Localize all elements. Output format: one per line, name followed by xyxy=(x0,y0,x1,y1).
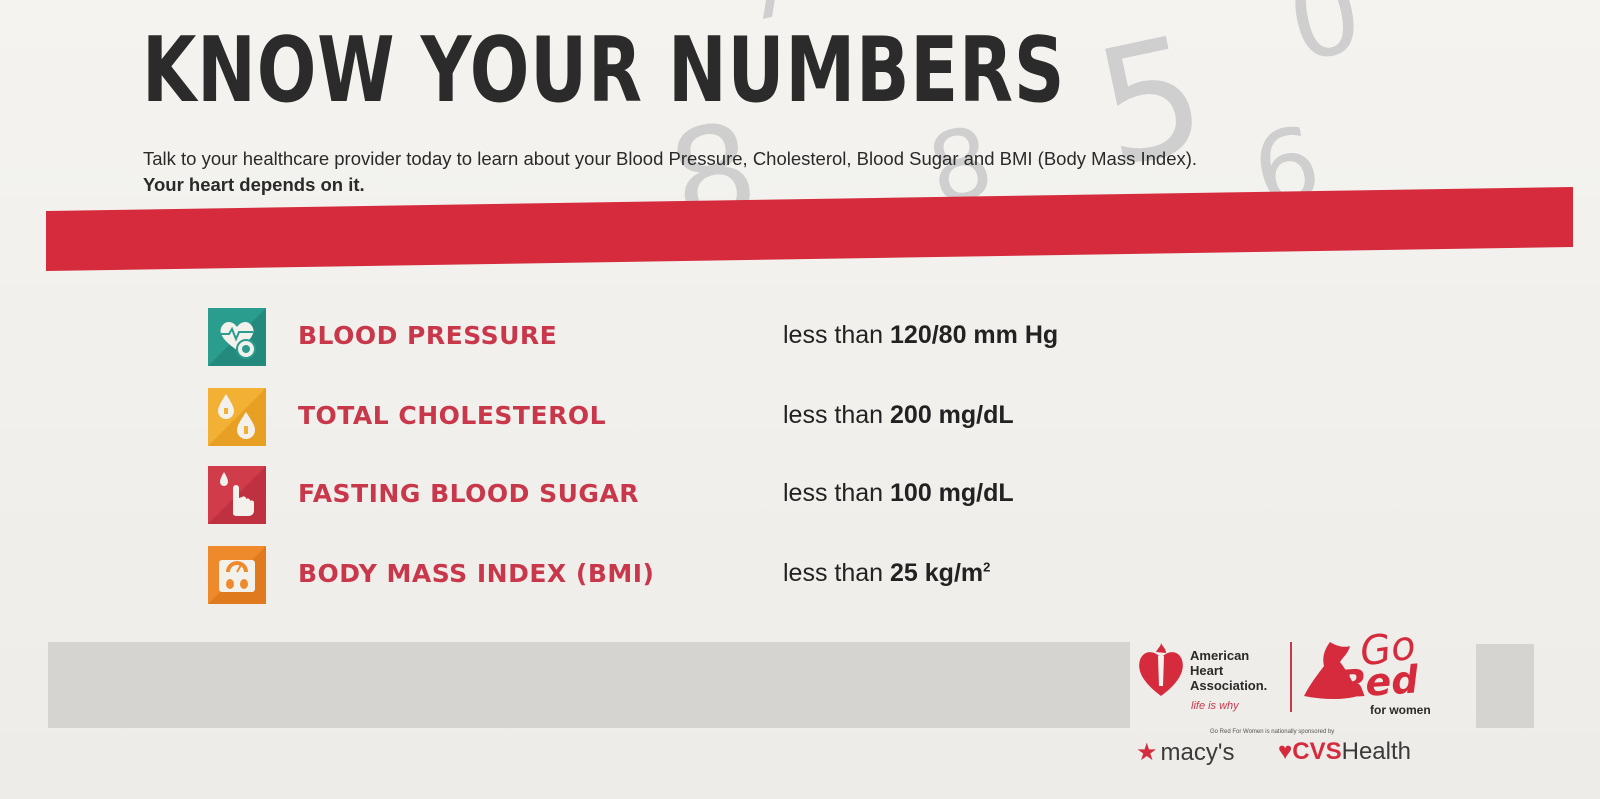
metric-value: 120/80 mm Hg xyxy=(890,321,1059,349)
metric-prefix: less than xyxy=(783,559,884,587)
metric-row-total-cholesterol: TOTAL CHOLESTEROL less than 200 mg/dL xyxy=(0,388,1600,448)
aha-line-1: American xyxy=(1190,648,1250,663)
heart-stethoscope-icon xyxy=(208,308,266,366)
scale-icon xyxy=(208,546,266,604)
aha-wordmark: American Heart Association. xyxy=(1190,648,1267,693)
star-icon: ★ xyxy=(1136,739,1158,766)
metric-row-blood-pressure: BLOOD PRESSURE less than 120/80 mm Hg xyxy=(0,308,1600,368)
footer-grey-band-right xyxy=(1476,644,1534,728)
metric-label: BODY MASS INDEX (BMI) xyxy=(298,559,655,588)
cholesterol-drops-icon xyxy=(208,388,266,446)
page-title: KNOW YOUR NUMBERS xyxy=(142,18,1066,123)
heart-icon: ♥ xyxy=(1278,738,1293,765)
intro-text: Talk to your healthcare provider today t… xyxy=(143,148,1198,169)
metric-prefix: less than xyxy=(783,479,884,507)
metric-target: less than 100 mg/dL xyxy=(783,479,1014,508)
macys-logo: ★ macy's xyxy=(1136,738,1234,767)
red-divider-band xyxy=(46,187,1573,271)
metric-value: 100 mg/dL xyxy=(890,479,1014,507)
health-wordmark: Health xyxy=(1341,738,1411,765)
metric-value: 25 kg/m xyxy=(890,559,984,587)
logo-divider xyxy=(1290,642,1292,712)
metric-target: less than 200 mg/dL xyxy=(783,401,1014,430)
aha-heart-torch-logo-icon xyxy=(1139,643,1183,696)
metric-row-fasting-blood-sugar: FASTING BLOOD SUGAR less than 100 mg/dL xyxy=(0,466,1600,526)
metric-value: 200 mg/dL xyxy=(890,401,1014,429)
metric-label: BLOOD PRESSURE xyxy=(298,321,558,350)
footer-grey-band xyxy=(48,642,1130,728)
go-red-red: Red xyxy=(1336,657,1420,707)
metric-label: TOTAL CHOLESTEROL xyxy=(298,401,606,430)
metric-label: FASTING BLOOD SUGAR xyxy=(298,479,640,508)
metric-exponent: 2 xyxy=(983,559,991,575)
go-red-for-women: for women xyxy=(1370,703,1431,717)
aha-line-2: Heart xyxy=(1190,663,1224,678)
sponsor-note: Go Red For Women is nationally sponsored… xyxy=(1210,729,1335,735)
metric-prefix: less than xyxy=(783,321,884,349)
cvs-wordmark: CVS xyxy=(1292,738,1342,765)
aha-tagline: life is why xyxy=(1191,700,1239,712)
cvs-health-logo: ♥CVSHealth xyxy=(1278,738,1411,766)
red-dress-icon xyxy=(1304,642,1358,699)
bg-digit-5: 0 xyxy=(1277,0,1373,87)
metric-row-body-mass-index: BODY MASS INDEX (BMI) less than 25 kg/m2 xyxy=(0,546,1600,606)
aha-line-3: Association. xyxy=(1190,678,1268,693)
macys-wordmark: macy's xyxy=(1160,739,1235,766)
metric-target: less than 25 kg/m2 xyxy=(783,559,990,588)
metric-target: less than 120/80 mm Hg xyxy=(783,321,1058,350)
finger-prick-icon xyxy=(208,466,266,524)
intro-emphasis: Your heart depends on it. xyxy=(143,174,365,195)
metric-prefix: less than xyxy=(783,401,884,429)
